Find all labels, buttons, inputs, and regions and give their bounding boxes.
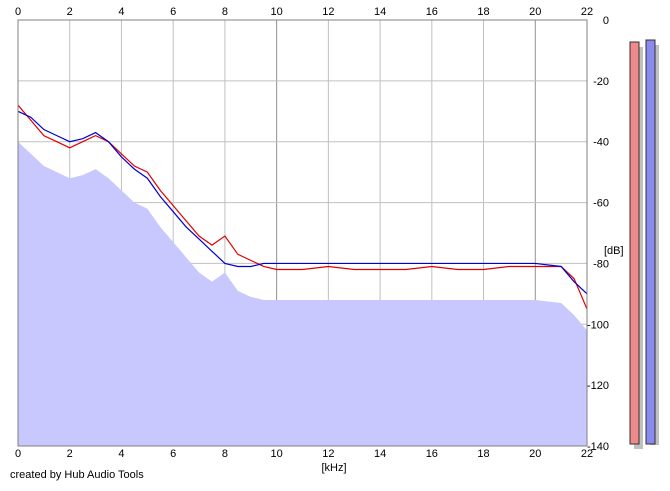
x-tick-label-top: 16 [426,6,438,18]
x-tick-label-bottom: 10 [271,448,283,460]
y-tick-label: -100 [587,319,609,331]
x-tick-label-top: 4 [118,6,124,18]
y-tick-label: -40 [593,137,609,149]
series-group [17,104,588,310]
x-tick-label-bottom: 20 [529,448,541,460]
x-tick-label-top: 18 [477,6,489,18]
x-tick-label-bottom: 16 [426,448,438,460]
x-axis-label: [kHz] [321,462,346,474]
x-tick-label-bottom: 2 [67,448,73,460]
y-axis-label: [dB] [604,245,624,257]
x-tick-label-bottom: 14 [374,448,386,460]
x-tick-label-bottom: 6 [170,448,176,460]
x-tick-label-top: 20 [529,6,541,18]
meter-left-bar [629,41,640,445]
x-tick-label-bottom: 18 [477,448,489,460]
y-tick-label: -80 [593,258,609,270]
x-tick-label-bottom: 0 [15,448,21,460]
y-tick-labels: 0 -20 -40 -60 -80 -100 -120 -140 [587,15,609,453]
series-left-channel-line [17,104,588,310]
x-tick-label-bottom: 4 [118,448,124,460]
level-meters [629,39,659,449]
x-tick-label-top: 8 [222,6,228,18]
x-tick-labels-top: 0 2 4 6 8 10 12 14 16 18 20 22 [15,6,593,18]
spectrum-fill [18,141,587,446]
x-tick-label-top: 14 [374,6,386,18]
x-tick-label-top: 2 [67,6,73,18]
plot-frame [17,19,588,447]
x-tick-label-top: 0 [15,6,21,18]
x-tick-label-top: 10 [271,6,283,18]
x-tick-label-bottom: 12 [322,448,334,460]
meter-right-bar [645,39,656,445]
x-tick-label-top: 22 [581,6,593,18]
x-tick-label-bottom: 22 [581,448,593,460]
y-tick-label: 0 [603,15,609,27]
y-tick-label: -120 [587,380,609,392]
credit-text: created by Hub Audio Tools [10,469,144,481]
y-tick-label: -60 [593,198,609,210]
y-tick-label: -20 [593,76,609,88]
x-tick-label-top: 12 [322,6,334,18]
y-tick-label: -140 [587,441,609,453]
x-tick-label-bottom: 8 [222,448,228,460]
x-tick-labels-bottom: 0 2 4 6 8 10 12 14 16 18 20 22 [15,448,593,460]
series-right-channel-line [17,110,588,295]
spectrum-fill-area [18,141,587,446]
x-tick-label-top: 6 [170,6,176,18]
